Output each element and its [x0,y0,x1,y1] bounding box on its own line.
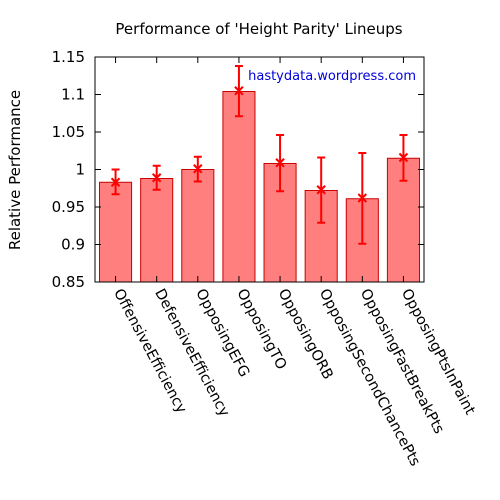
error-bar [110,168,121,196]
x-tick-label: OffensiveEfficiency [110,286,189,416]
error-bar [357,152,368,245]
bar [386,157,420,283]
plot-area: 0.85 0.9 0.95 1 1.05 1.1 1.15 OffensiveEfficien… [52,48,478,469]
bar [140,178,174,283]
chart-title: Performance of 'Height Parity' Lineups [115,20,402,38]
bar [99,181,133,283]
error-bar [275,134,285,193]
error-bar [193,155,203,183]
y-tick-label: 0.95 [52,198,85,216]
y-tick-label: 1.1 [61,86,85,104]
y-axis-label: Relative Performance [6,90,24,250]
error-bar [398,134,409,182]
error-bar [151,164,162,191]
error-point-marker [151,173,162,183]
watermark-annotation: hastydata.wordpress.com [248,69,416,84]
error-point-marker [193,164,203,174]
y-tick-label: 1.05 [52,123,85,141]
error-point-marker [357,193,368,203]
y-tick-label: 1.15 [52,48,85,66]
error-point-marker [398,152,409,163]
error-point-marker [316,185,326,195]
y-tick-label: 1 [75,161,85,179]
error-bar [234,65,244,118]
error-point-marker [110,177,121,187]
error-bar [316,156,326,224]
x-tick-label: DefensiveEfficiency [151,286,232,419]
y-tick-label: 0.85 [52,273,85,291]
x-tick-label: OpposingPtsInPaint [398,286,478,417]
bar [222,91,256,283]
error-point-marker [275,158,285,168]
error-point-marker [234,86,244,96]
bar [181,169,215,283]
y-tick-label: 0.9 [61,236,85,254]
